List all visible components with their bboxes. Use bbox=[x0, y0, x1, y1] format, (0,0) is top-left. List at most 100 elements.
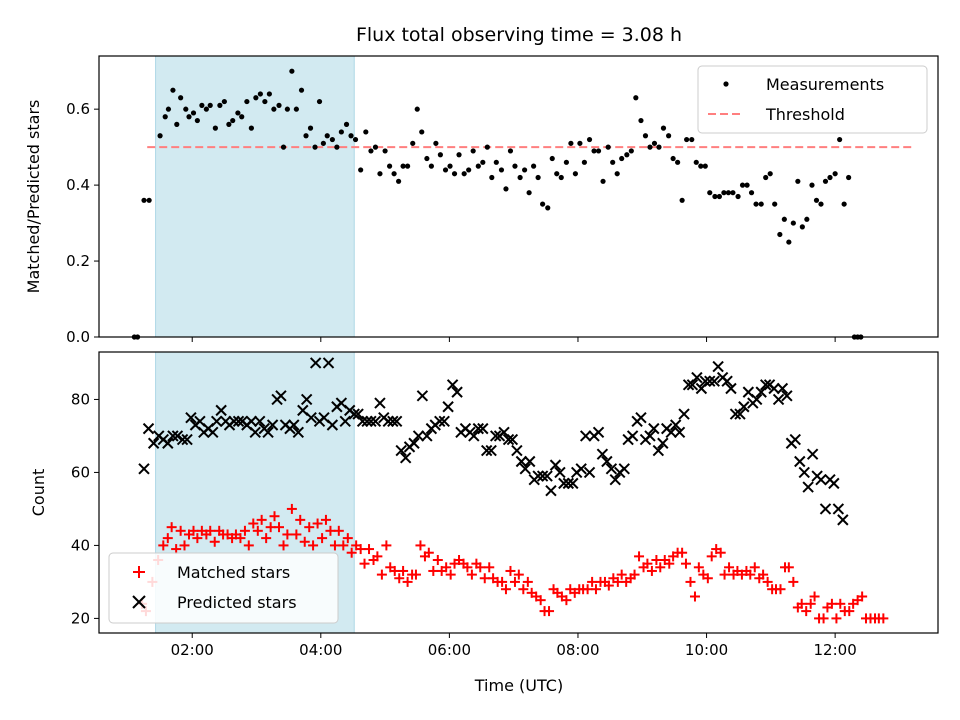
data-point bbox=[702, 573, 713, 584]
data-point bbox=[194, 117, 200, 124]
data-point bbox=[794, 455, 806, 468]
data-point bbox=[256, 514, 267, 525]
y-tick-label: 80 bbox=[71, 390, 90, 408]
data-point bbox=[484, 562, 495, 573]
data-point bbox=[515, 455, 528, 468]
data-point bbox=[545, 484, 557, 497]
data-point bbox=[582, 584, 593, 595]
data-point bbox=[181, 433, 193, 446]
series-matched-stars bbox=[137, 503, 889, 624]
data-point bbox=[679, 197, 685, 203]
data-point bbox=[612, 576, 623, 587]
data-point bbox=[355, 544, 366, 555]
data-point bbox=[502, 433, 515, 446]
data-point bbox=[275, 390, 287, 402]
plot-frame bbox=[98, 351, 939, 634]
data-point bbox=[519, 463, 531, 475]
data-point bbox=[142, 422, 155, 435]
data-point bbox=[265, 522, 276, 533]
data-point bbox=[634, 551, 645, 562]
data-point bbox=[146, 197, 152, 203]
data-point bbox=[689, 136, 695, 143]
data-point bbox=[857, 591, 868, 602]
data-point bbox=[342, 533, 353, 544]
data-point bbox=[503, 186, 509, 192]
data-point bbox=[205, 525, 216, 536]
data-point bbox=[749, 562, 760, 573]
data-point bbox=[369, 415, 382, 428]
y-tick-label: 0.4 bbox=[66, 176, 90, 194]
data-point bbox=[445, 569, 456, 580]
data-point bbox=[477, 422, 489, 435]
data-point bbox=[162, 114, 168, 120]
data-point bbox=[446, 379, 459, 391]
data-point bbox=[724, 562, 735, 573]
y-tick-label: 0.2 bbox=[66, 252, 90, 270]
data-point bbox=[262, 98, 268, 105]
data-point bbox=[706, 551, 717, 562]
data-point bbox=[846, 174, 852, 181]
data-point bbox=[656, 144, 662, 150]
data-point bbox=[292, 426, 305, 438]
data-point bbox=[308, 540, 319, 551]
data-point bbox=[595, 148, 602, 154]
data-point bbox=[545, 205, 551, 211]
data-point bbox=[832, 171, 838, 177]
data-point bbox=[809, 182, 815, 188]
data-point bbox=[309, 357, 322, 369]
data-point bbox=[312, 144, 318, 150]
data-point bbox=[484, 144, 490, 150]
data-point bbox=[666, 133, 672, 139]
data-point bbox=[190, 110, 197, 116]
data-point bbox=[437, 152, 443, 158]
data-point bbox=[512, 163, 518, 169]
data-point bbox=[365, 415, 377, 428]
data-point bbox=[489, 174, 495, 181]
data-point bbox=[684, 136, 690, 143]
data-point bbox=[329, 136, 335, 143]
data-point bbox=[805, 598, 816, 609]
data-point bbox=[203, 106, 209, 112]
data-point bbox=[828, 477, 840, 490]
data-point bbox=[295, 514, 306, 525]
data-point bbox=[744, 182, 750, 188]
data-point bbox=[513, 569, 524, 580]
data-point bbox=[522, 576, 533, 587]
data-point bbox=[395, 178, 402, 184]
data-point bbox=[170, 87, 176, 93]
y-axis-label: Count bbox=[29, 469, 48, 517]
data-point bbox=[767, 171, 773, 177]
legend-label: Predicted stars bbox=[177, 593, 297, 612]
data-point bbox=[480, 444, 493, 457]
data-point bbox=[338, 540, 349, 551]
data-point bbox=[763, 174, 769, 181]
legend-label: Threshold bbox=[765, 105, 845, 124]
data-point bbox=[646, 565, 657, 576]
data-point bbox=[562, 477, 575, 490]
data-point bbox=[601, 455, 613, 468]
data-point bbox=[600, 178, 606, 184]
data-point bbox=[207, 102, 213, 108]
data-point bbox=[558, 477, 570, 490]
top-panel: 0.0 0.2 0.4 0.6 Matched/Predicted stars Measu… bbox=[24, 55, 939, 346]
data-point bbox=[680, 558, 691, 569]
data-point bbox=[217, 102, 223, 108]
data-point bbox=[818, 201, 824, 207]
data-point bbox=[575, 463, 587, 475]
data-point bbox=[809, 591, 820, 602]
data-point bbox=[844, 606, 855, 617]
data-point bbox=[461, 171, 467, 177]
data-point bbox=[239, 114, 245, 120]
data-point bbox=[423, 547, 434, 558]
data-point bbox=[253, 95, 259, 101]
data-point bbox=[708, 375, 720, 387]
data-point bbox=[776, 382, 789, 395]
x-tick-label: 08:00 bbox=[556, 641, 599, 659]
data-point bbox=[759, 379, 772, 391]
data-point bbox=[500, 584, 511, 595]
data-point bbox=[230, 117, 236, 124]
data-point bbox=[665, 426, 677, 438]
data-point bbox=[522, 167, 528, 173]
data-point bbox=[235, 110, 241, 116]
data-point bbox=[248, 518, 259, 529]
